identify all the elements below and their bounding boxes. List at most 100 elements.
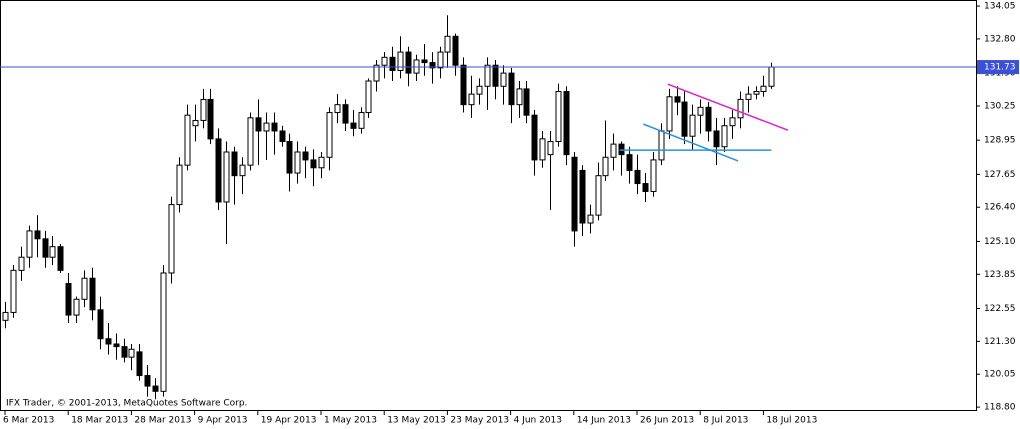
candle-body bbox=[460, 64, 467, 106]
price-label: 131.73 bbox=[984, 63, 1016, 73]
x-tick-label: 18 Mar 2013 bbox=[71, 416, 128, 426]
candle-body bbox=[452, 35, 459, 66]
candle-body bbox=[215, 138, 222, 203]
y-tick-label: 130.25 bbox=[984, 101, 1016, 111]
candle-body bbox=[658, 130, 665, 161]
candle-body bbox=[136, 351, 143, 377]
candle-body bbox=[279, 130, 286, 142]
candle-body bbox=[231, 151, 238, 177]
y-tick-label: 120.05 bbox=[984, 370, 1016, 380]
candle-body bbox=[223, 151, 230, 203]
candle-body bbox=[689, 114, 696, 137]
candle-body bbox=[681, 101, 688, 137]
candle-body bbox=[642, 183, 649, 192]
candle-body bbox=[97, 309, 104, 340]
price-label-box bbox=[977, 60, 1019, 75]
candle-body bbox=[247, 117, 254, 166]
candle-body bbox=[753, 91, 760, 95]
candle-body bbox=[444, 35, 451, 53]
candle-body bbox=[105, 338, 112, 345]
candle-body bbox=[421, 59, 428, 64]
x-tick-label: 18 Jul 2013 bbox=[766, 416, 817, 426]
candle-body bbox=[705, 106, 712, 132]
candle-body bbox=[721, 125, 728, 148]
candle-body bbox=[326, 112, 333, 158]
candle-body bbox=[563, 91, 570, 156]
candle-body bbox=[531, 114, 538, 161]
y-tick-label: 123.85 bbox=[984, 270, 1016, 280]
x-tick-label: 13 May 2013 bbox=[387, 416, 446, 426]
candle-body bbox=[168, 204, 175, 274]
candle-body bbox=[595, 175, 602, 216]
x-tick-label: 26 Jun 2013 bbox=[640, 416, 694, 426]
candle-body bbox=[760, 85, 767, 93]
candle-body bbox=[334, 104, 341, 114]
y-tick-label: 118.80 bbox=[984, 403, 1016, 413]
y-tick-label: 122.55 bbox=[984, 304, 1016, 314]
candle-body bbox=[429, 62, 436, 69]
candle-body bbox=[255, 117, 262, 132]
candle-body bbox=[65, 283, 72, 316]
candle-body bbox=[144, 375, 151, 387]
y-tick-label: 121.30 bbox=[984, 337, 1016, 347]
candle-body bbox=[160, 272, 167, 392]
candle-body bbox=[397, 51, 404, 71]
candle-body bbox=[484, 64, 491, 87]
candle-body bbox=[18, 256, 25, 271]
y-tick-label: 125.10 bbox=[984, 237, 1016, 247]
candle-body bbox=[468, 93, 475, 106]
x-tick-label: 23 May 2013 bbox=[450, 416, 509, 426]
candle-body bbox=[381, 56, 388, 66]
candle-body bbox=[10, 269, 17, 313]
candle-body bbox=[128, 348, 135, 358]
candle-body bbox=[413, 59, 420, 74]
candle-body bbox=[745, 93, 752, 100]
y-tick-label: 132.80 bbox=[984, 34, 1016, 44]
candle-body bbox=[610, 143, 617, 158]
candle-body bbox=[121, 346, 128, 358]
candle-body bbox=[602, 156, 609, 177]
candle-body bbox=[342, 104, 349, 124]
candle-body bbox=[405, 51, 412, 74]
candle-body bbox=[34, 230, 41, 240]
candle-body bbox=[358, 112, 365, 129]
candle-body bbox=[2, 311, 9, 321]
candle-body bbox=[294, 151, 301, 174]
candle-body bbox=[523, 88, 530, 116]
x-tick-label: 28 Mar 2013 bbox=[134, 416, 191, 426]
candle-body bbox=[286, 140, 293, 174]
candle-body bbox=[271, 122, 278, 132]
candle-body bbox=[571, 156, 578, 232]
candle-body bbox=[587, 214, 594, 224]
watermark: IFX Trader, © 2001-2013, MetaQuotes Soft… bbox=[6, 399, 247, 409]
candle-body bbox=[73, 298, 80, 316]
candle-body bbox=[302, 151, 309, 161]
x-tick-label: 8 Jul 2013 bbox=[703, 416, 748, 426]
x-tick-label: 19 Apr 2013 bbox=[261, 416, 317, 426]
candle-body bbox=[713, 130, 720, 148]
x-tick-label: 6 Mar 2013 bbox=[3, 416, 54, 426]
candle-body bbox=[318, 156, 325, 169]
candle-body bbox=[650, 159, 657, 192]
trendline bbox=[643, 123, 739, 162]
candle-body bbox=[508, 72, 515, 106]
candle-body bbox=[81, 277, 88, 300]
candle-body bbox=[57, 246, 64, 271]
y-tick-label: 126.40 bbox=[984, 203, 1016, 213]
x-tick-label: 9 Apr 2013 bbox=[198, 416, 248, 426]
candle-body bbox=[207, 98, 214, 140]
x-tick-label: 1 May 2013 bbox=[324, 416, 377, 426]
candle-body bbox=[176, 164, 183, 206]
candle-body bbox=[555, 91, 562, 142]
candle-body bbox=[626, 154, 633, 171]
candle-body bbox=[729, 117, 736, 127]
candle-body bbox=[618, 143, 625, 156]
candle-body bbox=[239, 164, 246, 177]
candle-body bbox=[152, 385, 159, 392]
candle-body bbox=[389, 56, 396, 71]
candle-body bbox=[500, 72, 507, 87]
candle-body bbox=[539, 138, 546, 161]
candle-body bbox=[579, 169, 586, 224]
candle-body bbox=[113, 343, 120, 348]
